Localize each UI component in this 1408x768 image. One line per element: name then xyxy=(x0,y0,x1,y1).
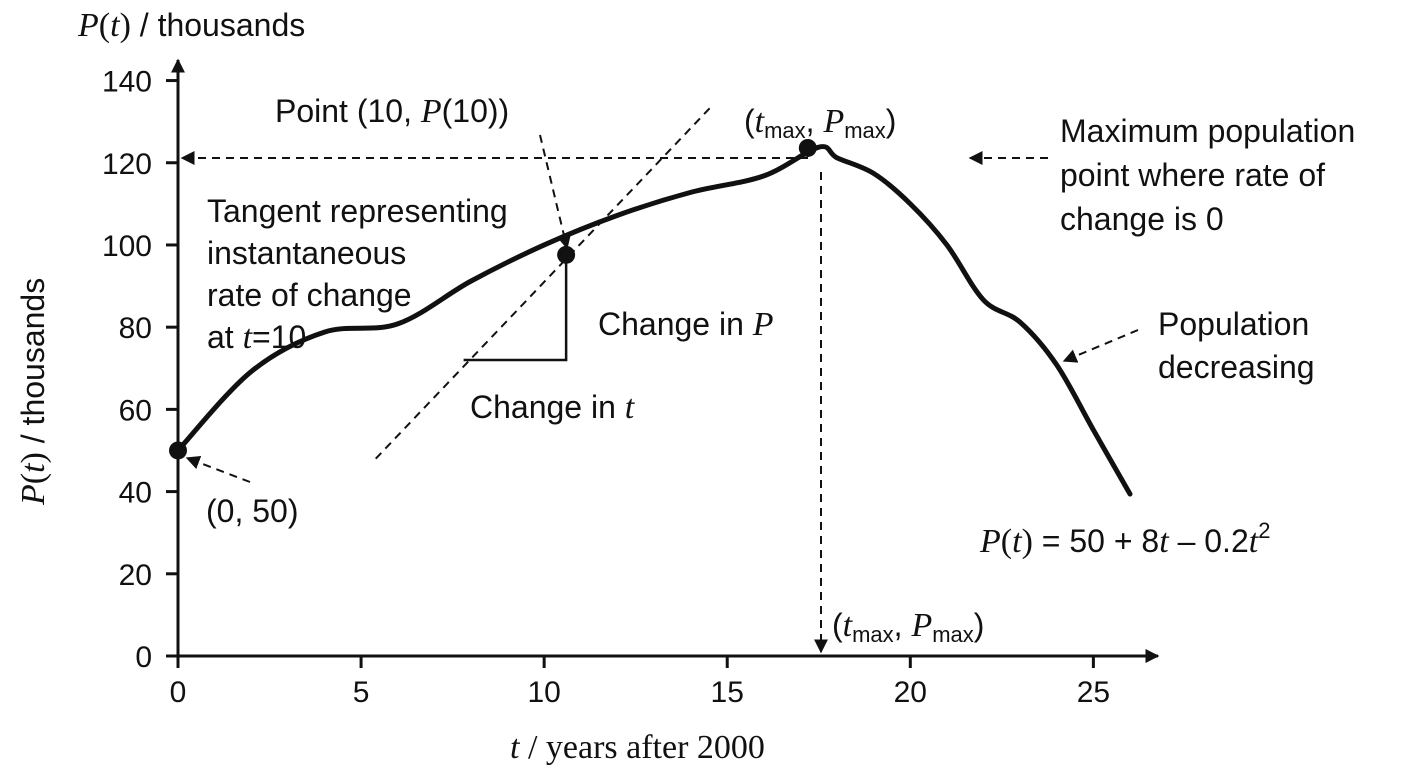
y-tick-label: 140 xyxy=(102,66,152,99)
tmax-top-label: (tmax, Pmax) xyxy=(744,103,896,143)
series-group xyxy=(175,144,1133,497)
series-line xyxy=(175,144,1133,497)
start-label: (0, 50) xyxy=(206,493,298,529)
point-10-label: Point (10, P(10)) xyxy=(275,93,509,130)
x-tick-label: 0 xyxy=(170,676,187,709)
change-triangle xyxy=(463,253,568,362)
y-tick-label: 100 xyxy=(102,230,152,263)
axes xyxy=(171,58,1160,663)
y-axis-label: P(t) / thousands xyxy=(15,278,52,506)
point-start xyxy=(169,441,187,460)
x-tick-label: 15 xyxy=(711,676,744,709)
equation-label: P(t) = 50 + 8t – 0.2t2 xyxy=(979,518,1270,560)
points-group xyxy=(169,138,817,460)
tangent-label-last: at t=10 xyxy=(207,319,306,356)
start-label-arrow xyxy=(185,455,251,483)
y-ticks: 0 20 40 60 80 100 120 140 xyxy=(102,66,178,674)
point-max xyxy=(798,138,817,157)
tmax-bottom-label: (tmax, Pmax) xyxy=(832,607,984,647)
y-tick-label: 80 xyxy=(119,312,152,345)
x-axis-label: t / years after 2000 xyxy=(510,729,765,766)
max-label: Maximum population point where rate of c… xyxy=(1060,113,1364,237)
point-point-10 xyxy=(557,245,576,264)
x-tick-label: 25 xyxy=(1077,676,1110,709)
change-p-label: Change in P xyxy=(598,306,774,343)
guides xyxy=(180,104,1139,654)
y-tick-label: 60 xyxy=(119,394,152,427)
x-tick-label: 5 xyxy=(353,676,370,709)
y-tick-label: 0 xyxy=(135,641,152,674)
change-t-label: Change in t xyxy=(470,389,636,426)
tangent-line xyxy=(374,104,714,460)
x-tick-label: 10 xyxy=(527,676,560,709)
y-tick-label: 20 xyxy=(119,559,152,592)
decreasing-label-arrow xyxy=(1062,329,1139,363)
y-tick-label: 40 xyxy=(119,477,152,510)
decreasing-label: Population decreasing xyxy=(1158,306,1318,385)
y-tick-label: 120 xyxy=(102,148,152,181)
x-ticks: 0 5 10 15 20 25 xyxy=(170,656,1110,709)
x-tick-label: 20 xyxy=(894,676,927,709)
point-label-arrow xyxy=(539,134,571,250)
y-axis-top-label: P(t) / thousands xyxy=(77,7,305,44)
tangent-label: Tangent representing instantaneous rate … xyxy=(207,193,517,313)
